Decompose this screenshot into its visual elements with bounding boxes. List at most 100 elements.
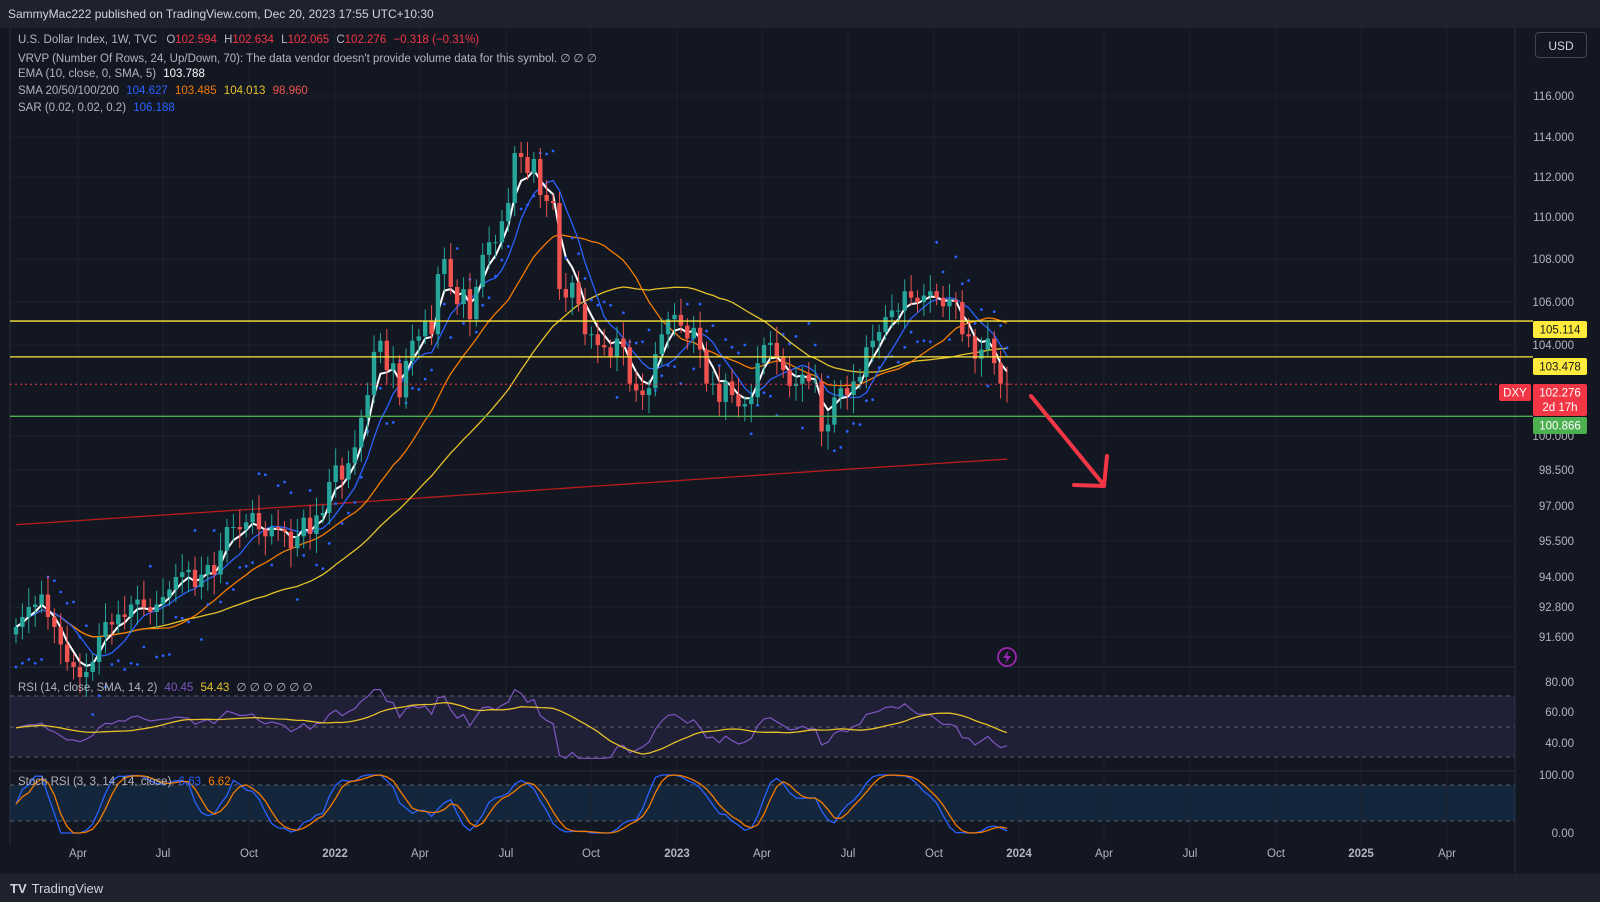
candle-body <box>729 381 735 396</box>
rsi-tick: 60.00 <box>1545 707 1574 719</box>
symbol-legend: U.S. Dollar Index, 1W, TVC O102.594 H102… <box>18 34 479 46</box>
candle-body <box>218 550 223 575</box>
price-tick: 97.000 <box>1539 501 1574 513</box>
sar-dot <box>698 302 702 306</box>
candle-body <box>263 529 268 537</box>
rsi-line <box>15 688 1008 760</box>
candle-body <box>889 310 895 318</box>
sar-dot <box>590 298 593 302</box>
sar-dot <box>423 377 427 381</box>
sar-dot <box>251 561 254 564</box>
sar-dot <box>187 620 191 624</box>
stoch-legend: Stoch RSI (3, 3, 14, 14, close) 6.63 6.6… <box>18 776 231 788</box>
candle-body <box>167 589 172 597</box>
candle-body <box>13 627 19 635</box>
sar-dot <box>577 252 581 256</box>
candle-body <box>570 282 575 298</box>
candle-body <box>320 513 326 516</box>
sar-dot <box>583 276 587 280</box>
sar-dot <box>826 375 830 379</box>
time-tick: 2022 <box>322 848 348 860</box>
sar-dot <box>123 668 127 671</box>
svg-text:100.866: 100.866 <box>1539 421 1581 433</box>
candle-body <box>499 221 505 243</box>
sar-dot <box>762 391 766 395</box>
sar-dot <box>231 588 235 591</box>
sar-dot <box>794 335 798 338</box>
sar-dot <box>116 659 120 663</box>
candle-body <box>838 388 843 398</box>
rsi-legend: RSI (14, close, SMA, 14, 2) 40.45 54.43 … <box>18 680 313 694</box>
sma-label: SMA 20/50/100/200 <box>18 85 120 97</box>
candle-body <box>371 351 377 396</box>
vrvp-text: VRVP (Number Of Rows, 24, Up/Down, 70): … <box>18 53 597 65</box>
sar-dot <box>155 655 159 659</box>
candle-body <box>960 302 965 335</box>
candle-body <box>327 482 332 513</box>
sar-dot <box>20 661 24 665</box>
candle-body <box>359 417 364 448</box>
tradingview-logo[interactable]: TV TradingView <box>10 881 103 896</box>
candle-body <box>160 597 166 605</box>
sar-dot <box>999 324 1003 328</box>
time-tick: 2024 <box>1006 848 1032 860</box>
candle-body <box>237 527 242 530</box>
candle-body <box>461 289 466 305</box>
high-value: 102.634 <box>232 34 274 46</box>
candle-body <box>122 614 127 617</box>
currency-button[interactable]: USD <box>1535 32 1587 58</box>
sar-dot <box>781 332 785 336</box>
sar-dot <box>724 338 728 342</box>
sar-dot <box>788 342 792 346</box>
candle-body <box>486 242 492 255</box>
sar-dot <box>954 255 958 259</box>
candle-body <box>896 310 901 312</box>
candle-body <box>761 345 767 364</box>
candle-body <box>812 381 818 383</box>
candle-body <box>832 397 837 425</box>
sar-dot <box>685 302 689 306</box>
candle-body <box>633 383 639 391</box>
candle-body <box>231 527 236 528</box>
sar-dot <box>65 601 69 605</box>
sar-dot <box>845 430 849 433</box>
tv-logo-text: TradingView <box>31 881 104 896</box>
candle-body <box>665 319 671 335</box>
candle-body <box>928 291 933 296</box>
candle-body <box>378 340 383 352</box>
sar-dot <box>391 420 395 424</box>
sar-dot <box>97 694 101 698</box>
candle-body <box>966 334 971 337</box>
sar-dot <box>91 713 95 716</box>
candle-body <box>659 334 664 355</box>
sar-dot <box>353 501 357 504</box>
candle-body <box>71 662 76 667</box>
sar-dot <box>526 203 529 207</box>
candle-body <box>998 363 1003 384</box>
sar-dot <box>570 236 574 240</box>
sar-dot <box>609 303 612 307</box>
candle-body <box>844 388 850 396</box>
sar-dot <box>442 302 446 306</box>
ema-legend: EMA (10, close, 0, SMA, 5) 103.788 <box>18 68 205 80</box>
candle-body <box>454 286 460 305</box>
stoch-d-line <box>15 774 1008 834</box>
sar-dot <box>129 661 133 665</box>
sar-dot <box>257 472 261 475</box>
sar-dot <box>928 340 932 344</box>
lightning-event-icon[interactable] <box>997 647 1017 667</box>
time-tick: Apr <box>753 848 771 860</box>
rsi-tick: 40.00 <box>1545 738 1574 750</box>
time-tick: Jul <box>841 848 856 860</box>
candle-body <box>506 203 511 222</box>
sar-dot <box>858 423 862 427</box>
candle-body <box>646 388 652 396</box>
sar-dot <box>206 603 210 606</box>
svg-text:DXY: DXY <box>1503 388 1527 400</box>
sar-dot <box>877 366 881 370</box>
candle-body <box>685 325 690 339</box>
sar-dot <box>225 581 229 585</box>
candle-body <box>544 195 549 201</box>
candle-body <box>915 297 920 302</box>
